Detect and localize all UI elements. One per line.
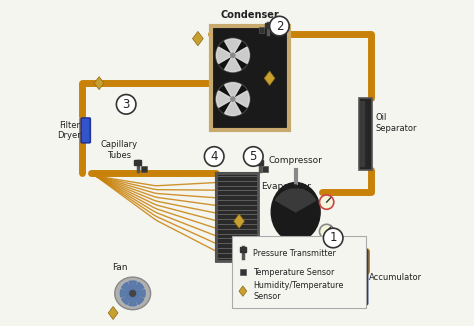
Bar xyxy=(216,173,258,261)
FancyBboxPatch shape xyxy=(81,118,91,143)
Bar xyxy=(263,166,268,172)
Text: Humidity/Temperature
Sensor: Humidity/Temperature Sensor xyxy=(253,281,344,301)
Bar xyxy=(264,23,271,28)
Bar xyxy=(216,173,258,261)
Wedge shape xyxy=(133,293,144,304)
Text: Evaporator: Evaporator xyxy=(262,182,311,191)
Circle shape xyxy=(270,16,289,36)
Text: 1: 1 xyxy=(329,231,337,244)
Wedge shape xyxy=(233,91,249,107)
Bar xyxy=(258,27,264,33)
Wedge shape xyxy=(225,55,241,72)
Wedge shape xyxy=(133,282,144,293)
Text: Compressor: Compressor xyxy=(269,156,323,165)
Bar xyxy=(141,166,147,172)
FancyBboxPatch shape xyxy=(348,249,367,305)
Bar xyxy=(240,247,246,252)
Circle shape xyxy=(244,147,263,166)
Circle shape xyxy=(319,195,334,209)
Wedge shape xyxy=(225,99,241,115)
Circle shape xyxy=(216,38,250,72)
Polygon shape xyxy=(264,71,275,85)
Circle shape xyxy=(323,228,343,248)
Wedge shape xyxy=(233,47,249,64)
Wedge shape xyxy=(120,289,133,297)
Text: 5: 5 xyxy=(250,150,257,163)
Text: 3: 3 xyxy=(122,98,130,111)
Text: 4: 4 xyxy=(210,150,218,163)
Text: 2: 2 xyxy=(275,20,283,33)
Polygon shape xyxy=(94,77,104,90)
Wedge shape xyxy=(122,282,133,293)
Circle shape xyxy=(319,224,334,239)
Wedge shape xyxy=(122,293,133,304)
Text: Pressure Transmitter: Pressure Transmitter xyxy=(253,249,336,258)
Wedge shape xyxy=(217,91,233,107)
Text: Condenser: Condenser xyxy=(221,9,279,20)
Text: Filter
Dryer: Filter Dryer xyxy=(57,121,81,140)
Wedge shape xyxy=(129,293,137,306)
Circle shape xyxy=(216,82,250,116)
Ellipse shape xyxy=(115,277,151,310)
Bar xyxy=(134,160,141,165)
Text: Fan: Fan xyxy=(112,263,128,272)
Wedge shape xyxy=(217,47,233,64)
Circle shape xyxy=(117,95,136,114)
Bar xyxy=(240,269,246,275)
Circle shape xyxy=(231,53,235,57)
Text: Oil
Separator: Oil Separator xyxy=(375,113,417,133)
Polygon shape xyxy=(239,286,247,296)
Bar xyxy=(256,160,263,165)
Bar xyxy=(359,98,372,170)
Text: Capillary
Tubes: Capillary Tubes xyxy=(100,140,137,160)
Bar xyxy=(211,26,289,130)
Wedge shape xyxy=(133,289,145,297)
Bar xyxy=(361,101,364,166)
Bar xyxy=(211,26,289,130)
Polygon shape xyxy=(192,31,203,46)
Text: Temperature Sensor: Temperature Sensor xyxy=(253,268,335,277)
Text: Accumulator: Accumulator xyxy=(369,273,422,282)
Wedge shape xyxy=(275,189,316,212)
Circle shape xyxy=(204,147,224,166)
Polygon shape xyxy=(108,306,118,319)
Polygon shape xyxy=(234,214,245,228)
Ellipse shape xyxy=(271,183,320,241)
FancyBboxPatch shape xyxy=(232,236,366,308)
Wedge shape xyxy=(129,281,137,293)
Circle shape xyxy=(130,290,136,296)
Wedge shape xyxy=(225,83,241,99)
Wedge shape xyxy=(225,39,241,55)
Circle shape xyxy=(231,97,235,101)
